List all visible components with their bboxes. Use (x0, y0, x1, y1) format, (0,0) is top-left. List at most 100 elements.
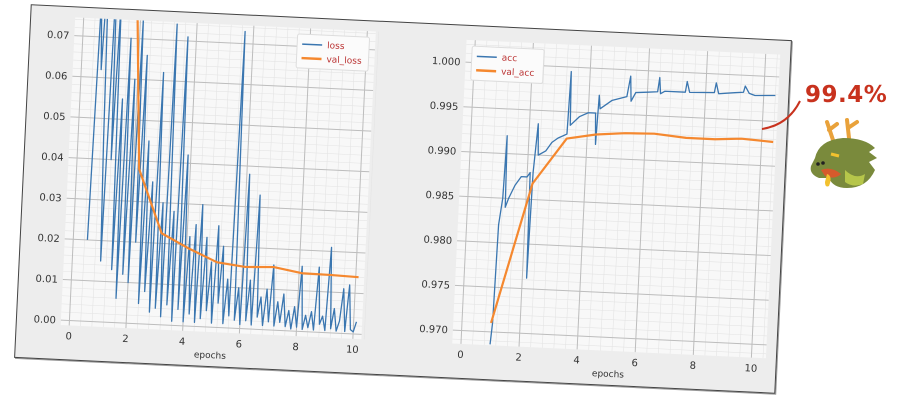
y-tick-label: 0.05 (43, 111, 66, 123)
gridline-x (518, 42, 534, 347)
gridline-y (461, 150, 775, 167)
gridline-y (452, 329, 767, 346)
x-tick-label: 4 (179, 337, 186, 348)
minor-gridline-x (541, 44, 557, 348)
minor-gridline-x (483, 41, 499, 346)
gridline-x (238, 25, 255, 334)
minor-gridline-x (530, 43, 546, 348)
gridline-x (68, 17, 85, 326)
legend-swatch-acc (476, 55, 497, 59)
y-tick-label: 0.07 (47, 30, 70, 42)
y-tick-label: 0.980 (423, 235, 452, 247)
gridline-y (60, 319, 362, 335)
minor-gridline-y (453, 320, 767, 337)
minor-gridline-x (205, 24, 221, 332)
minor-gridline-x (588, 46, 604, 350)
minor-gridline-x (553, 44, 569, 349)
minor-gridline-y (464, 88, 778, 105)
minor-gridline-x (193, 23, 209, 332)
minor-gridline-y (454, 294, 769, 310)
minor-gridline-x (623, 47, 639, 352)
minor-gridline-x (80, 18, 96, 326)
x-tick-label: 2 (515, 352, 522, 363)
y-tick-label: 0.995 (430, 101, 459, 113)
gridline-y (457, 240, 771, 257)
x-tick-label: 6 (235, 339, 242, 350)
annotation-accuracy: 99.4% (805, 82, 888, 108)
minor-gridline-y (457, 222, 772, 238)
y-tick-label: 1.000 (432, 56, 461, 68)
minor-gridline-y (64, 246, 366, 262)
gridline-y (66, 197, 368, 213)
gridline-x (634, 48, 651, 353)
minor-gridline-x (681, 50, 697, 355)
minor-gridline-x (669, 50, 685, 354)
minor-gridline-y (63, 271, 364, 286)
minor-gridline-x (727, 52, 743, 357)
minor-gridline-y (65, 230, 366, 246)
y-tick-label: 0.03 (39, 192, 62, 204)
minor-gridline-y (454, 302, 768, 319)
x-tick-label: 10 (346, 344, 359, 356)
y-tick-label: 0.06 (45, 71, 68, 83)
gridline-y (463, 106, 778, 123)
minor-gridline-y (71, 92, 373, 108)
y-tick-label: 0.985 (425, 190, 454, 202)
y-tick-label: 0.990 (427, 145, 456, 157)
x-axis-label: epochs (194, 350, 227, 362)
y-tick-label: 0.00 (33, 314, 56, 326)
plot-area (452, 39, 781, 359)
x-tick-label: 6 (631, 358, 638, 369)
minor-gridline-x (216, 24, 232, 333)
minor-gridline-y (455, 276, 770, 292)
y-tick-label: 0.01 (35, 274, 58, 286)
x-tick-label: 4 (573, 355, 580, 366)
minor-gridline-x (329, 30, 345, 338)
annotation-leader-line (761, 100, 801, 130)
minor-gridline-y (455, 267, 770, 283)
minor-gridline-y (457, 231, 772, 247)
gridline-y (62, 278, 364, 295)
minor-gridline-y (72, 67, 374, 83)
minor-gridline-y (66, 206, 367, 221)
minor-gridline-x (646, 48, 662, 353)
x-tick-label: 0 (457, 350, 464, 361)
minor-gridline-y (65, 222, 367, 238)
minor-gridline-y (65, 214, 367, 229)
minor-gridline-x (739, 53, 755, 358)
y-tick-label: 0.02 (37, 233, 60, 245)
x-tick-label: 10 (744, 363, 757, 375)
minor-gridline-y (461, 142, 776, 158)
minor-gridline-x (318, 29, 334, 338)
legend-swatch-loss (302, 43, 323, 46)
x-tick-label: 2 (122, 334, 129, 345)
gridline-x (352, 31, 368, 339)
minor-gridline-x (250, 26, 266, 334)
x-tick-label: 8 (292, 342, 299, 353)
minor-gridline-x (565, 45, 581, 349)
legend-label-val_acc: val_acc (501, 67, 535, 79)
y-tick-label: 0.04 (41, 152, 64, 164)
minor-gridline-y (63, 254, 365, 270)
legend-swatch-val_acc (476, 69, 497, 73)
x-axis-label: epochs (592, 369, 625, 381)
series-line-val_acc (490, 132, 774, 324)
minor-gridline-x (716, 52, 732, 356)
y-tick-label: 0.970 (419, 324, 448, 336)
minor-gridline-y (72, 84, 373, 99)
minor-gridline-y (462, 124, 777, 140)
minor-gridline-x (658, 49, 674, 354)
legend-box (295, 33, 370, 72)
minor-gridline-x (102, 19, 119, 328)
legend-box (470, 45, 545, 84)
series-group (489, 70, 776, 345)
minor-gridline-x (472, 40, 488, 345)
gridline-y (72, 75, 374, 91)
minor-gridline-y (75, 19, 376, 34)
legend-label-acc: acc (501, 54, 517, 65)
gridline-y (454, 284, 769, 301)
minor-gridline-x (273, 27, 289, 336)
minor-gridline-x (704, 51, 720, 356)
minor-gridline-x (261, 26, 277, 335)
minor-gridline-x (762, 54, 778, 359)
